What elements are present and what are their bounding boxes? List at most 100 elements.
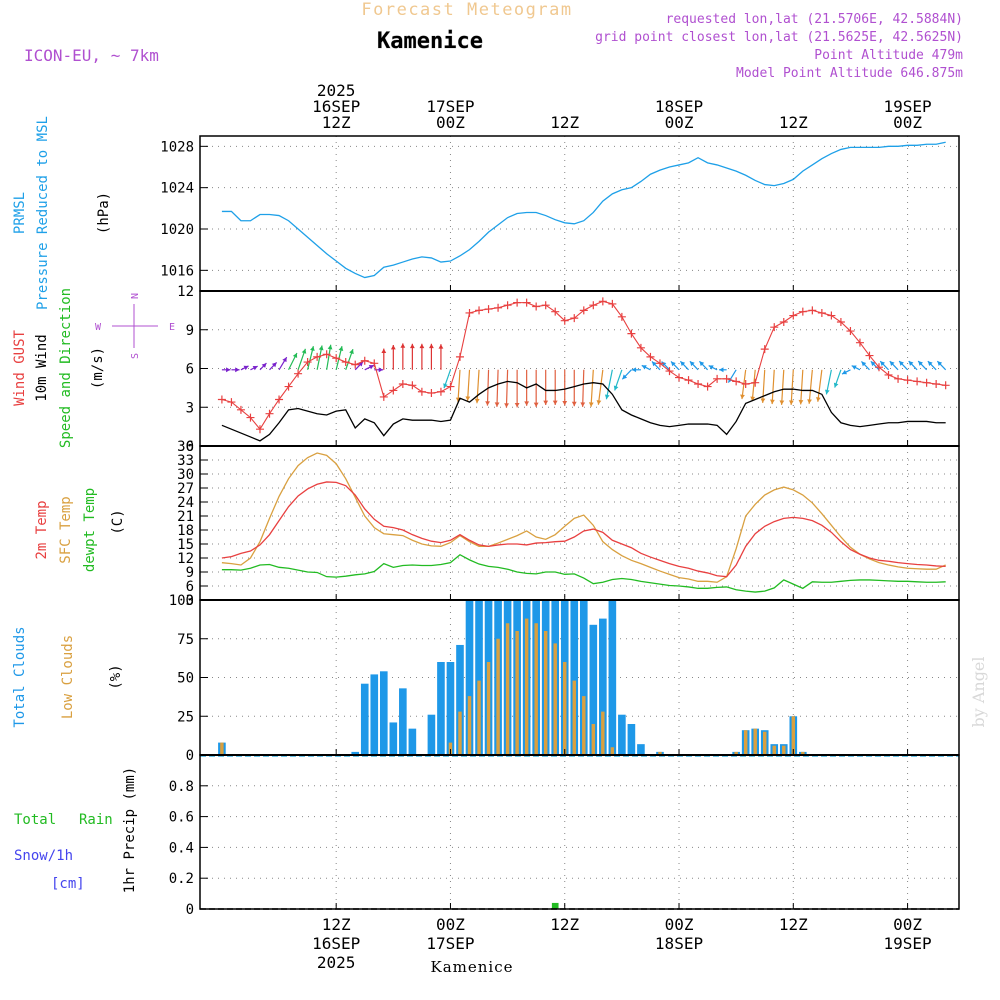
wind-arrow: [505, 369, 509, 408]
wind-arrow-head: [327, 344, 333, 350]
gust-marker: [760, 345, 769, 354]
gust-marker: [894, 374, 903, 383]
gust-marker: [770, 323, 779, 332]
total-cloud-bar: [446, 662, 455, 755]
bottom-time-label: 18SEP: [655, 934, 703, 953]
gust-marker: [427, 389, 436, 398]
wind-arrow: [466, 369, 471, 401]
wind-arrow-head: [699, 361, 705, 367]
cloud-unit: (%): [108, 664, 124, 689]
low-cloud-bar: [553, 643, 557, 755]
prmsl-label: PRMSL: [12, 192, 28, 234]
wind-arrow-head: [310, 346, 315, 352]
precip-unit: 1hr Precip (mm): [122, 767, 138, 893]
low-cloud-label: Low Clouds: [60, 635, 76, 719]
gust-marker: [475, 306, 484, 315]
y-tick-label: 27: [177, 481, 194, 497]
wind-arrow-head: [937, 361, 943, 366]
total-cloud-bar: [618, 714, 626, 755]
gust-marker: [598, 297, 607, 306]
y-tick-label: 0.4: [169, 840, 194, 856]
wind-arrow: [762, 369, 766, 403]
gust-marker: [217, 395, 226, 404]
wind-arrow-head: [252, 366, 258, 371]
compass-s: S: [130, 353, 141, 359]
gust-marker: [694, 380, 703, 388]
gust-marker: [579, 306, 588, 315]
y-tick-label: 75: [177, 632, 194, 648]
gust-marker: [265, 409, 274, 418]
gust-marker: [551, 307, 560, 316]
wind-arrow-head: [798, 399, 804, 405]
total-cloud-bar: [427, 714, 436, 755]
gust-marker: [513, 298, 522, 307]
wind-arrow-head: [807, 399, 812, 404]
gust-marker: [922, 378, 931, 387]
gust-marker: [408, 381, 417, 390]
gust-marker: [503, 301, 512, 310]
wind-arrow-head: [282, 357, 287, 363]
bottom-time-label: 12Z: [779, 915, 808, 934]
wind-arrow-head: [580, 402, 586, 407]
point-altitude: Point Altitude 479m: [814, 48, 963, 63]
top-time-label: 00Z: [665, 113, 694, 132]
total-cloud-bar: [589, 624, 598, 755]
wind-arrow-head: [596, 400, 602, 405]
requested-coords: requested lon,lat (21.5706E, 42.5884N): [666, 12, 963, 27]
gust-marker: [617, 312, 626, 321]
rain-bar: [551, 902, 559, 909]
y-tick-label: 21: [177, 509, 194, 525]
gust-marker: [255, 425, 264, 434]
bottom-time-label: 00Z: [893, 915, 922, 934]
temp-unit: (C): [110, 509, 126, 534]
total-cloud-bar: [360, 683, 369, 755]
wind-arrow: [808, 369, 813, 404]
wind-arrow-head: [779, 400, 785, 405]
top-time-label: 00Z: [436, 113, 465, 132]
low-cloud-bar: [448, 742, 453, 755]
model-label: ICON-EU, ~ 7km: [24, 46, 159, 65]
gust-marker: [817, 308, 826, 317]
total-cloud-bar: [570, 600, 579, 755]
wind-arrow-head: [918, 361, 923, 366]
wind-arrow-head: [833, 382, 839, 388]
total-cloud-bar: [579, 600, 588, 755]
low-cloud-bar: [534, 623, 538, 755]
low-cloud-bar: [591, 724, 596, 755]
rain-label: Rain: [79, 812, 113, 828]
wind-arrow-head: [631, 367, 637, 373]
precip-labels: Total Rain Snow/1h [cm] 1hr Precip (mm): [14, 767, 138, 893]
gust-marker: [360, 356, 369, 365]
gust-marker: [389, 386, 398, 395]
temp-labels: 2m Temp SFC Temp dewpt Temp (C): [34, 488, 126, 572]
wind-arrow-head: [613, 385, 619, 391]
wind-arrow-head: [443, 383, 448, 389]
low-cloud-bar: [515, 631, 519, 755]
wind-arrow-head: [552, 400, 558, 405]
gust-marker: [941, 381, 950, 390]
low-cloud-bar: [467, 696, 472, 755]
wind-arrow-head: [474, 398, 480, 404]
top-time-label: 2025: [317, 81, 356, 100]
y-tick-label: 6: [186, 579, 194, 595]
wind-arrow-head: [465, 396, 471, 401]
bottom-time-label: 12Z: [322, 915, 351, 934]
wind-arrow-head: [378, 367, 384, 373]
total-cloud-bar: [475, 600, 483, 755]
y-tick-label: 9: [186, 565, 194, 581]
wind-arrow-head: [243, 365, 249, 371]
prmsl-line: [221, 141, 946, 279]
wind-arrow-head: [789, 400, 794, 405]
footer-station: Kamenice: [431, 958, 514, 976]
low-cloud-bar: [458, 711, 462, 755]
gust-marker: [532, 302, 541, 311]
gust-marker: [703, 382, 712, 391]
gust-marker: [846, 327, 855, 336]
wind-arrow-head: [494, 402, 500, 407]
temp2m-label: 2m Temp: [34, 500, 50, 559]
wind-arrow-head: [622, 374, 628, 380]
wind-arrow: [605, 369, 613, 400]
wind-arrow-head: [524, 401, 530, 406]
gust-marker: [379, 392, 388, 401]
low-cloud-bar: [524, 618, 529, 755]
